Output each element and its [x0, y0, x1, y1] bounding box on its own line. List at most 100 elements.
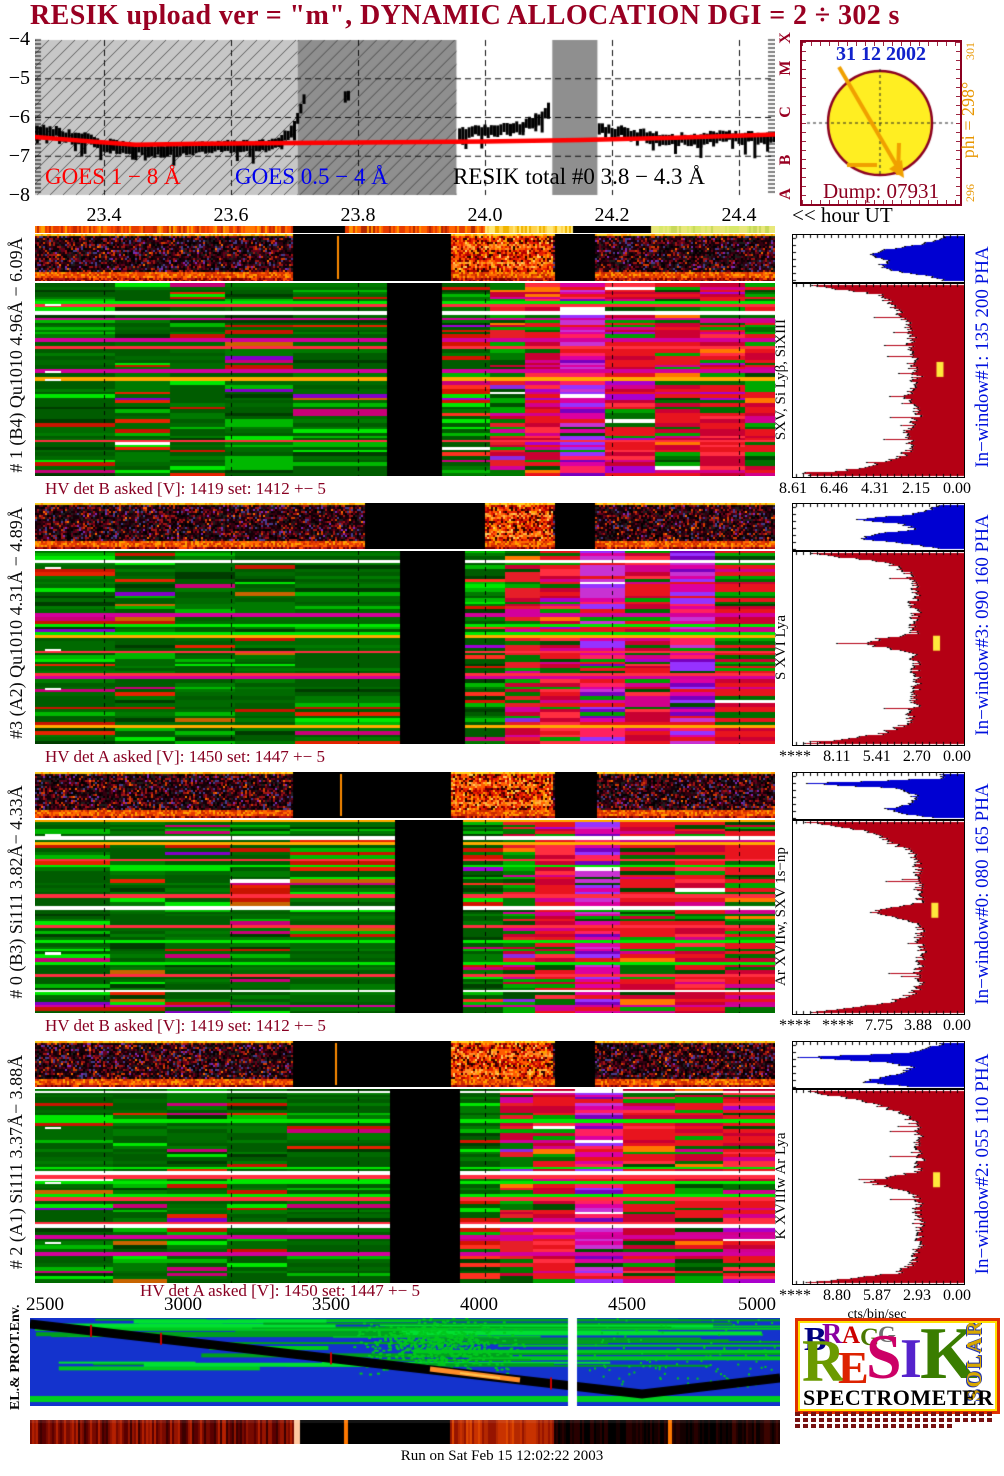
pha-tick: 0.00	[943, 1287, 971, 1304]
panel-3-spectrogram	[35, 820, 775, 1013]
goes-ytick: −4	[8, 28, 30, 50]
panel-1-blue-histogram	[792, 234, 965, 283]
pha-tick: ****	[822, 1017, 854, 1034]
pha-tick: 2.93	[903, 1287, 931, 1304]
record-tick: 3500	[312, 1294, 350, 1315]
goes-ytick: −6	[8, 106, 30, 128]
panel-2-hv-status: HV det A asked [V]: 1450 set: 1447 +− 5	[45, 747, 325, 766]
panel-3-line-ids: Ar XVIIw, SXV 1s−np	[773, 847, 789, 986]
panel-2-blue-histogram	[792, 503, 965, 551]
panel-1-window-label: In−window#1: 135 200 PHA	[972, 246, 993, 468]
record-tick: 5000	[738, 1294, 776, 1315]
logo-letter: B	[804, 1321, 827, 1358]
sun-pointing-box: 31 12 2002 Dump: 07931	[800, 40, 962, 206]
panel-2-window-label: In−window#3: 090 160 PHA	[972, 514, 993, 736]
panel-4-pha-strip	[35, 1041, 775, 1087]
panel-1-hv-status: HV det B asked [V]: 1419 set: 1412 +− 5	[45, 479, 326, 498]
sun-disk-canvas	[803, 65, 955, 179]
record-tick: 2500	[26, 1294, 64, 1315]
panel-4-spectrogram	[35, 1089, 775, 1283]
goes-class-c: C	[777, 106, 794, 118]
panel-3-red-histogram	[792, 820, 965, 1015]
page-title: RESIK upload ver = "m", DYNAMIC ALLOCATI…	[30, 0, 900, 31]
record-tick: 4500	[608, 1294, 646, 1315]
panel-2-line-ids: S XVI Lya	[773, 615, 789, 680]
phi-angle-label: phi = 298°	[958, 81, 978, 159]
tick-comb	[802, 42, 960, 46]
pha-tick: 5.87	[863, 1287, 891, 1304]
pha-tick: 5.41	[862, 748, 891, 765]
panel-3-pha-axis: **** **** 7.75 3.88 0.00	[779, 1017, 971, 1035]
pha-tick: 8.80	[823, 1287, 851, 1304]
logo-letter: S	[866, 1321, 902, 1392]
goes-lightcurve-canvas	[35, 38, 775, 201]
pha-tick: ****	[779, 1017, 811, 1034]
panel-4-hv-status: HV det A asked [V]: 1450 set: 1447 +− 5	[140, 1281, 420, 1300]
tick-comb	[802, 200, 960, 204]
panel-1-pha-axis: 8.61 6.46 4.31 2.15 0.00	[779, 480, 971, 498]
resik-logo-inner: B R A G G R E S I K SOLAR SPECTROMETER	[798, 1321, 997, 1411]
dump-number: Dump: 07931	[822, 179, 940, 203]
pha-tick: 7.75	[865, 1017, 893, 1034]
logo-letter: R	[822, 1321, 843, 1350]
pha-tick: 0.00	[942, 748, 971, 765]
pha-tick: 0.00	[943, 1017, 971, 1034]
panel-1-red-histogram	[792, 283, 965, 478]
panel-3-pha-strip	[35, 772, 775, 818]
panel-4-line-ids: K XVIIIw Ar Lya	[773, 1132, 789, 1240]
panel-2-pha-strip	[35, 503, 775, 549]
pha-tick: 4.31	[861, 480, 889, 497]
panel-1-pha-strip	[35, 234, 775, 281]
tick-comb	[956, 42, 960, 204]
hour-tick: 24.0	[467, 204, 503, 226]
resik-logo: B R A G G R E S I K SOLAR SPECTROMETER	[795, 1318, 1000, 1414]
logo-credits-line	[795, 1412, 994, 1416]
panel-3-label: # 0 (B3) Si111 3.82Å− 4.33Å	[6, 785, 26, 999]
pha-tick: 2.15	[902, 480, 930, 497]
logo-letter: K	[920, 1321, 978, 1395]
panel-1-label: # 1 (B4) Qu1010 4.96Å − 6.09Å	[6, 237, 26, 473]
hour-axis-note: << hour UT	[792, 203, 893, 227]
goes-class-a: A	[777, 188, 794, 200]
goes-ytick: −5	[8, 67, 30, 89]
logo-spectrometer-word: SPECTROMETER	[803, 1385, 994, 1410]
goes-proxy-colorbar	[35, 226, 775, 233]
record-tick: 4000	[460, 1294, 498, 1315]
pha-tick: 3.88	[904, 1017, 932, 1034]
logo-letter: G	[878, 1322, 896, 1347]
pha-tick: ****	[779, 748, 811, 765]
pha-tick: 6.46	[820, 480, 848, 497]
panel-4-pha-axis: **** 8.80 5.87 2.93 0.00	[779, 1287, 971, 1305]
goes-ytick: −8	[8, 184, 30, 206]
panel-4-blue-histogram	[792, 1041, 965, 1089]
hour-tick: 24.2	[594, 204, 630, 226]
phi-bottom-value: 296	[963, 184, 977, 202]
goes-class-b: B	[777, 154, 794, 166]
logo-letter: G	[860, 1324, 880, 1351]
environment-panel-label: EL.& PROT.Env.	[8, 1304, 23, 1410]
logo-letter: A	[842, 1322, 861, 1349]
pha-tick: 8.11	[823, 748, 851, 765]
logo-letter: I	[900, 1328, 922, 1390]
panel-2-label: #3 (A2) Qu1010 4.31Å − 4.89Å	[6, 507, 26, 739]
goes-legend-blue: GOES 0.5 − 4 Å	[235, 164, 388, 189]
run-timestamp: Run on Sat Feb 15 12:02:22 2003	[400, 1448, 604, 1464]
panel-3-hv-status: HV det B asked [V]: 1419 set: 1412 +− 5	[45, 1016, 326, 1035]
particle-environment-canvas	[30, 1318, 780, 1406]
panel-1-spectrogram	[35, 283, 775, 476]
pha-tick: 0.00	[943, 480, 971, 497]
goes-plot: GOES 1 − 8 Å GOES 0.5 − 4 Å RESIK total …	[35, 38, 775, 201]
panel-4-window-label: In−window#2: 055 110 PHA	[972, 1053, 993, 1275]
bottom-colorbar	[30, 1420, 780, 1444]
panel-2-pha-axis: **** 8.11 5.41 2.70 0.00	[779, 748, 971, 766]
panel-4-label: # 2 (A1) Si111 3.37Å− 3.88Å	[6, 1054, 26, 1270]
goes-class-m: M	[777, 60, 794, 76]
record-tick: 3000	[164, 1294, 202, 1315]
goes-ytick: −7	[8, 145, 30, 167]
observation-date: 31 12 2002	[836, 43, 926, 65]
logo-letter: E	[838, 1342, 869, 1393]
panel-3-blue-histogram	[792, 772, 965, 820]
logo-letter: R	[802, 1328, 846, 1394]
hour-tick: 23.6	[213, 204, 249, 226]
goes-class-x: X	[777, 32, 794, 44]
